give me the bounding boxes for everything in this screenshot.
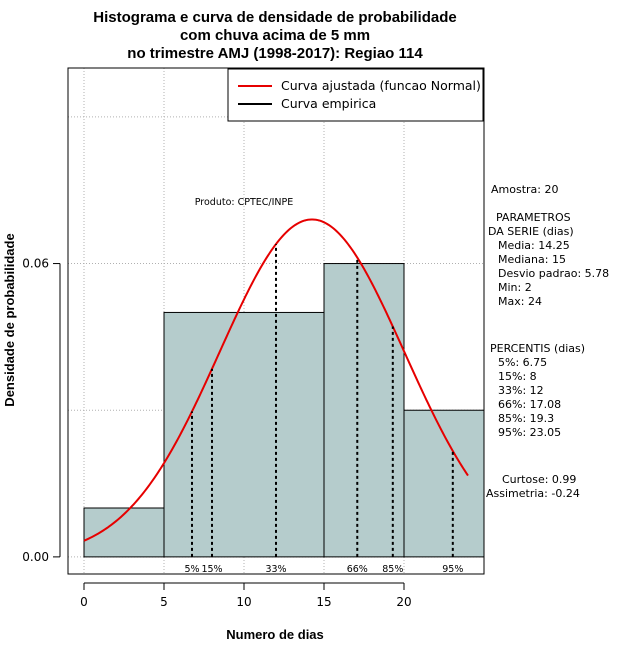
percentis-line: 33%: 12 <box>498 384 544 397</box>
percentis-line: 5%: 6.75 <box>498 356 547 369</box>
plot-frame <box>67 67 485 575</box>
histogram-bar <box>163 311 325 558</box>
histogram-bar <box>83 507 165 558</box>
params-line: Max: 24 <box>498 295 542 308</box>
title-line-2: com chuva acima de 5 mm <box>180 27 370 44</box>
axes: 0 5 10 15 20 0.00 0.06 <box>22 257 411 609</box>
percentile-label: 15% <box>201 564 222 575</box>
params-line: Desvio padrao: 5.78 <box>498 267 609 280</box>
x-tick-label: 15 <box>316 595 331 609</box>
histogram-bars <box>83 263 485 558</box>
skewness-value: Assimetria: -0.24 <box>486 487 580 500</box>
percentile-label: 33% <box>265 564 286 575</box>
normal-curve-layer <box>83 218 469 542</box>
y-tick-label: 0.00 <box>22 550 49 564</box>
title-line-3: no trimestre AMJ (1998-2017): Regiao 114 <box>127 45 423 62</box>
percentile-label: 85% <box>382 564 403 575</box>
percentile-label: 5% <box>184 564 199 575</box>
x-tick-label: 10 <box>236 595 251 609</box>
percentis-line: 66%: 17.08 <box>498 398 561 411</box>
sample-size: Amostra: 20 <box>491 183 558 196</box>
y-axis-label: Densidade de probabilidade <box>2 233 17 406</box>
x-tick-label: 5 <box>160 595 168 609</box>
chart-title: Histograma e curva de densidade de proba… <box>93 9 456 62</box>
x-axis-label: Numero de dias <box>226 627 324 642</box>
params-line: PARAMETROS <box>496 211 571 224</box>
percentile-label: 66% <box>347 564 368 575</box>
legend: Curva ajustada (funcao Normal) Curva emp… <box>227 68 484 122</box>
percentis-line: PERCENTIS (dias) <box>490 342 585 355</box>
percentis-line: 85%: 19.3 <box>498 412 554 425</box>
params-line: Min: 2 <box>498 281 532 294</box>
params-line: Media: 14.25 <box>498 239 570 252</box>
legend-label-fitted: Curva ajustada (funcao Normal) <box>281 78 481 93</box>
params-line: DA SERIE (dias) <box>488 225 574 238</box>
y-tick-label: 0.06 <box>22 257 49 271</box>
histogram-bar <box>403 409 485 558</box>
x-tick-label: 0 <box>80 595 88 609</box>
product-annotation: Produto: CPTEC/INPE <box>195 197 294 208</box>
percentile-lines: 5% 15% 33% 66% 85% 95% <box>184 244 463 575</box>
histogram-bar <box>323 263 405 558</box>
normal-fit-curve <box>83 218 469 542</box>
title-line-1: Histograma e curva de densidade de proba… <box>93 9 456 26</box>
percentis-line: 15%: 8 <box>498 370 537 383</box>
side-panel: Amostra: 20 PARAMETROS DA SERIE (dias) M… <box>486 183 609 500</box>
percentile-label: 95% <box>442 564 463 575</box>
legend-box <box>227 68 484 122</box>
kurtosis-value: Curtose: 0.99 <box>502 473 576 486</box>
percentis-line: 95%: 23.05 <box>498 426 561 439</box>
legend-label-empirical: Curva empirica <box>281 96 376 111</box>
x-tick-label: 20 <box>396 595 411 609</box>
params-line: Mediana: 15 <box>498 253 566 266</box>
